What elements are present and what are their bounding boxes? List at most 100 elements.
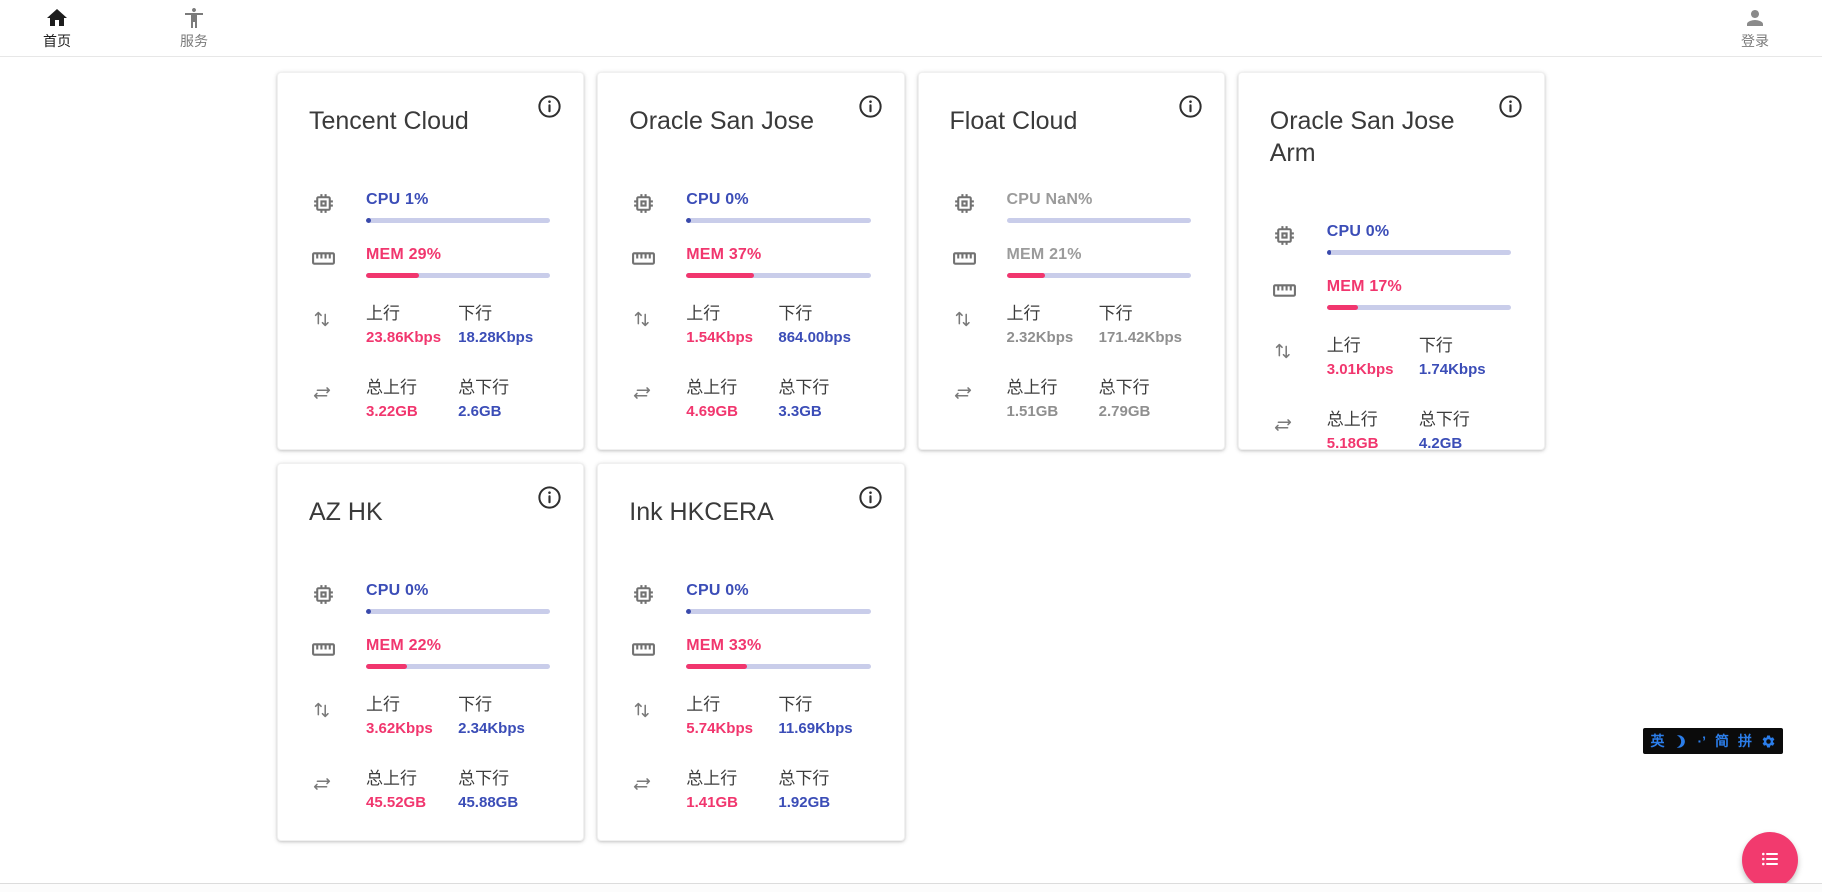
total-upload-col: 总上行 4.69GB [686,373,778,420]
cpu-chip-icon [311,191,337,216]
nav-item-home[interactable]: 首页 [31,6,83,51]
total-upload-label: 总上行 [366,378,417,397]
download-label: 下行 [458,695,493,714]
memory-ruler-icon [631,637,657,662]
card-header: Oracle San Jose [598,73,903,137]
speed-row: 上行 3.01Kbps 下行 1.74Kbps [1272,331,1511,378]
mem-bar-fill [366,273,420,278]
info-icon[interactable] [1177,93,1204,120]
total-upload-col: 总上行 3.22GB [366,373,458,420]
cpu-row: CPU 0% [311,582,551,614]
total-download-value: 2.6GB [458,403,502,420]
mem-usage-label: MEM 22% [366,637,442,654]
download-label: 下行 [1418,336,1453,355]
ime-pinyin-toggle[interactable]: 拼 [1738,733,1752,749]
total-upload-label: 总上行 [366,769,417,788]
total-download-col: 总下行 3.3GB [778,373,870,420]
top-nav: 首页 服务 登录 [0,0,1822,57]
cpu-progress-bar [366,609,551,614]
swap-horizontal-icon [952,382,978,404]
nav-home-label: 首页 [43,32,71,49]
total-row: 总上行 5.18GB 总下行 4.2GB [1272,405,1511,452]
total-upload-value: 3.22GB [366,403,418,420]
total-download-value: 1.92GB [778,794,831,811]
swap-horizontal-icon [631,773,657,795]
card-header: Tencent Cloud [278,73,583,137]
upload-value: 5.74Kbps [686,720,753,737]
cpu-progress-bar [1326,250,1511,255]
info-icon[interactable] [536,484,563,511]
speed-row: 上行 2.32Kbps 下行 171.42Kbps [952,299,1191,346]
cpu-progress-bar [1006,218,1191,223]
total-download-value: 2.79GB [1098,403,1151,420]
mem-row: MEM 33% [631,637,871,669]
nav-item-services[interactable]: 服务 [168,6,220,51]
download-value: 171.42Kbps [1098,329,1183,346]
cpu-bar-fill [686,218,691,223]
total-upload-value: 1.41GB [686,794,738,811]
cpu-bar-fill [366,218,371,223]
speed-row: 上行 3.62Kbps 下行 2.34Kbps [311,690,550,737]
cpu-usage-label: CPU 1% [366,191,429,208]
swap-vertical-icon [1272,340,1298,362]
memory-ruler-icon [1272,278,1298,303]
download-label: 下行 [458,304,493,323]
server-card: Float Cloud CPU NaN% [917,72,1225,450]
cpu-row: CPU NaN% [952,191,1191,223]
mem-progress-bar [366,273,551,278]
total-download-label: 总下行 [778,769,830,788]
cpu-chip-icon [1272,223,1298,248]
server-card: Oracle San Jose Arm CPU 0% [1237,72,1545,452]
memory-ruler-icon [311,637,337,662]
cards-grid: Tencent Cloud CPU 1% [277,72,1545,841]
cpu-usage-label: CPU NaN% [1006,191,1093,208]
cpu-usage-label: CPU 0% [686,582,749,599]
cpu-progress-bar [686,609,871,614]
total-row: 总上行 3.22GB 总下行 2.6GB [311,373,550,420]
swap-horizontal-icon [631,382,657,404]
total-upload-value: 4.69GB [686,403,738,420]
upload-col: 上行 2.32Kbps [1007,299,1099,346]
memory-ruler-icon [952,246,978,271]
total-upload-value: 1.51GB [1006,403,1059,420]
download-col: 下行 11.69Kbps [778,690,870,737]
info-icon[interactable] [857,93,884,120]
download-value: 11.69Kbps [778,720,853,737]
info-icon[interactable] [536,93,563,120]
download-col: 下行 2.34Kbps [458,690,550,737]
nav-item-login[interactable]: 登录 [1729,6,1781,51]
info-icon[interactable] [1497,93,1524,120]
ime-punctuation-toggle[interactable]: ·’ [1697,733,1706,749]
mem-progress-bar [1006,273,1191,278]
server-list-fab[interactable] [1742,832,1798,888]
server-card: Tencent Cloud CPU 1% [277,72,585,450]
ime-language-toggle[interactable]: 英 [1650,733,1665,749]
server-name: Float Cloud [949,107,1078,135]
server-name: Oracle San Jose [629,107,815,135]
info-icon[interactable] [857,484,884,511]
moon-icon[interactable] [1673,734,1688,749]
footer-divider [0,883,1822,892]
cpu-chip-icon [631,191,657,216]
total-download-value: 45.88GB [458,794,519,811]
total-download-col: 总下行 2.79GB [1099,373,1191,420]
mem-progress-bar [366,664,551,669]
mem-row: MEM 22% [311,637,551,669]
mem-bar-fill [366,664,407,669]
server-name: Ink HKCERA [629,498,774,526]
mem-usage-label: MEM 17% [1326,278,1402,295]
card-stats: CPU 0% MEM 33% [598,582,903,811]
cpu-progress-bar [686,218,871,223]
total-download-label: 总下行 [458,378,510,397]
total-upload-col: 总上行 45.52GB [366,764,458,811]
card-header: Oracle San Jose Arm [1239,73,1544,169]
swap-horizontal-icon [311,382,337,404]
download-value: 864.00bps [778,329,851,346]
swap-vertical-icon [952,308,978,330]
cpu-bar-fill [686,609,691,614]
mem-row: MEM 37% [631,246,871,278]
ime-simplified-toggle[interactable]: 简 [1715,733,1729,749]
gear-icon[interactable] [1761,734,1776,749]
cpu-row: CPU 1% [311,191,551,223]
card-header: AZ HK [278,464,583,528]
